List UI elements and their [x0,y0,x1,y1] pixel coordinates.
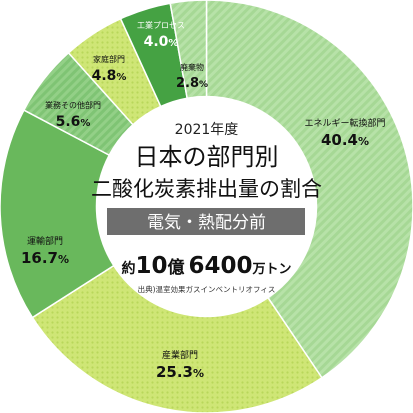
total-num2: 6400 [188,253,252,279]
slice-label-3: 業務その他部門 [45,100,101,110]
slice-label-1: 産業部門 [162,349,198,361]
subtitle-banner [107,208,305,235]
slice-value-1: 25.3% [156,363,204,381]
slice-value-2: 16.7% [21,249,69,267]
total-prefix: 約 [121,260,135,277]
subtitle-text: 電気・熱配分前 [147,213,266,233]
source-note: 出典)温室効果ガスインベントリオフィス [138,284,276,294]
slice-value-0: 40.4% [321,131,369,149]
slice-value-3: 5.6% [56,114,91,130]
slice-label-0: エネルギー転換部門 [304,117,385,129]
total-unit2: 万トン [252,262,292,277]
slice-value-5: 4.0% [144,34,179,50]
slice-label-2: 運輸部門 [27,235,63,247]
total-unit1: 億 [167,257,184,278]
slice-value-6: 2.8% [176,76,208,91]
center-text: 2021年度 日本の部門別 二酸化炭素排出量の割合 電気・熱配分前 約10億 64… [91,122,322,294]
slice-labels: エネルギー転換部門 40.4% 産業部門 25.3% 運輸部門 16.7% 業務その他部門 5… [21,20,386,381]
total-num1: 10 [135,253,167,279]
slice-value-4: 4.8% [92,68,127,84]
slice-label-4: 家庭部門 [93,54,125,64]
donut-hole [96,96,317,317]
chart-title-line-2: 二酸化炭素排出量の割合 [91,177,322,201]
year-label: 2021年度 [175,122,239,138]
total-emissions: 約10億 6400万トン [121,253,291,279]
slice-label-6: 廃棄物 [180,62,204,72]
chart-title-line-1: 日本の部門別 [135,143,279,171]
slice-label-5: 工業プロセス [137,20,185,30]
